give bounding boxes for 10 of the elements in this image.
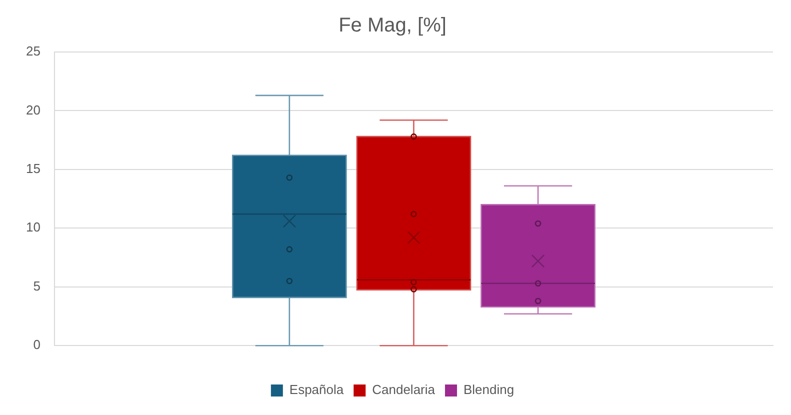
y-tick-label: 15 (26, 161, 40, 176)
legend-label: Blending (463, 382, 514, 398)
y-tick-label: 10 (26, 220, 40, 235)
chart-title: Fe Mag, [%] (338, 14, 446, 37)
legend-label: Española (289, 382, 344, 398)
legend-label: Candelaria (372, 382, 436, 398)
y-tick-label: 5 (33, 278, 40, 294)
y-tick-label: 20 (26, 102, 40, 118)
y-tick-label: 25 (26, 44, 40, 59)
y-tick-label: 0 (33, 337, 40, 352)
